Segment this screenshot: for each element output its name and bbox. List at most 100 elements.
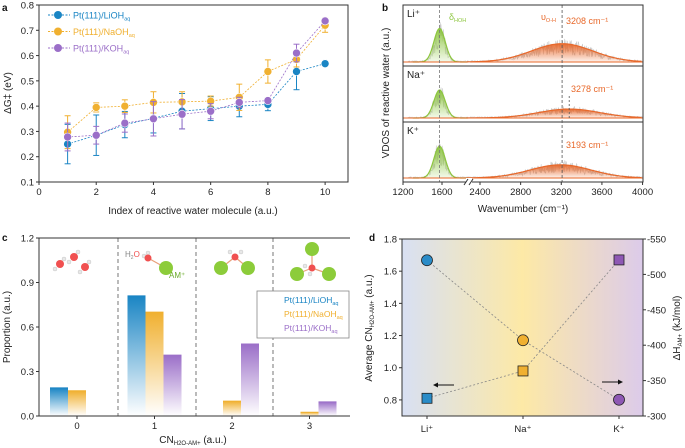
formula-sub: 2: [131, 255, 134, 261]
y-tick-label: 0.8: [21, 1, 34, 12]
vdos-subpanel-1: [403, 87, 643, 119]
data-point: [320, 16, 330, 26]
hydrogen-atom: [52, 266, 58, 272]
legend-entry-sub: aq: [123, 50, 129, 56]
axis-break-mark: [468, 178, 474, 186]
legend-entry-main: Pt(111)/NaOH: [284, 309, 337, 319]
legend-entry: Pt(111)/NaOHaq: [284, 309, 343, 321]
legend-entry-sub: aq: [337, 315, 343, 321]
panel-c-y-axis-label: Proportion (a.u.): [2, 291, 13, 363]
bar-aq-3: [318, 401, 337, 416]
water-formula-label: H2O: [125, 250, 140, 261]
panel-label-d: d: [369, 233, 375, 244]
legend-entry-main: Pt(111)/KOH: [284, 323, 331, 333]
legend-entry-sub: aq: [129, 33, 135, 39]
series-line-1: [67, 24, 326, 133]
series-line-2: [67, 20, 326, 138]
x-tick-label: 2: [229, 421, 234, 432]
data-point: [292, 48, 301, 58]
y-tick-label: 0.0: [21, 412, 34, 423]
oxygen-atom: [144, 254, 152, 262]
cn-marker-1: [517, 365, 529, 377]
y-tick-label: 0.3: [21, 367, 34, 378]
series-line-0: [67, 63, 326, 145]
y-tick-label: 0.5: [21, 76, 34, 87]
oxygen-atom: [81, 263, 89, 271]
bar-aq-3: [300, 412, 319, 416]
legend-entry-sub: aq: [124, 17, 130, 23]
hydrogen-atom: [145, 250, 151, 256]
hydrogen-atom: [77, 269, 83, 275]
peak-position-label: 3193 cm⁻¹: [566, 140, 608, 150]
bend-peak-fill: [412, 146, 468, 178]
legend-entry-main: Pt(111)/LiOH: [73, 11, 124, 21]
data-point: [263, 67, 273, 76]
bar-aq-2: [223, 401, 241, 416]
cation-atom: [322, 267, 336, 281]
bar-aq-2: [241, 344, 259, 416]
bend-peak-fill: [412, 28, 468, 63]
panel-a-x-axis-label: Index of reactive water molecule (a.u.): [108, 206, 278, 217]
y-tick-label: 0.1: [21, 178, 34, 189]
enthalpy-marker-0: [421, 254, 433, 267]
cation-label: AM⁺: [169, 271, 185, 280]
cation-label: Li⁺: [407, 9, 420, 20]
cation-label: K⁺: [407, 126, 419, 137]
legend-entry-main: Pt(111)/LiOH: [284, 295, 332, 305]
hydrogen-atom: [238, 249, 244, 255]
cn-marker-0: [421, 392, 433, 404]
oxygen-atom: [231, 253, 239, 261]
x-tick-label: 1200: [392, 187, 413, 198]
stretch-peak-fill: [466, 109, 643, 118]
x-tick-label: 0: [74, 421, 79, 432]
y-tick-label: 0.9: [21, 278, 34, 289]
data-point: [120, 118, 130, 128]
left-tick-label: 0.8: [384, 395, 397, 406]
legend-entry: Pt(111)/KOHaq: [284, 323, 338, 335]
stretch-mode-label-sub: O-H: [546, 18, 556, 24]
y-tick-label: 0.6: [21, 51, 34, 62]
bar-aq-0: [50, 387, 68, 416]
formula-h: H: [125, 250, 131, 259]
oxygen-atom: [308, 264, 316, 272]
y-tick-label: 0.4: [21, 102, 34, 113]
x-tick-label: 2800: [510, 187, 531, 198]
bend-mode-label-sub: HOH: [454, 18, 466, 24]
vdos-subpanel-2: [403, 138, 643, 179]
legend-marker: [54, 27, 62, 36]
legend-entry-sub: aq: [332, 301, 338, 307]
panel-c-x-axis-label: CNH2O-AM+ (a.u.): [159, 435, 226, 447]
cn-marker-2: [613, 254, 625, 266]
oxygen-atom: [56, 260, 64, 268]
cation-atom: [241, 261, 255, 275]
x-tick-label: 3: [307, 421, 312, 432]
x-tick-label: 6: [208, 187, 213, 198]
x-tick-label: 3200: [551, 187, 572, 198]
panel-label-c: c: [2, 233, 8, 244]
legend-entry-sub: aq: [331, 329, 337, 335]
data-point: [263, 96, 273, 105]
right-tick-label: -350: [647, 376, 666, 387]
bar-aq-1: [163, 355, 182, 416]
right-arrow-head-icon: [618, 379, 623, 385]
series-connector-left: [426, 259, 620, 399]
enthalpy-marker-1: [517, 334, 529, 347]
y-tick-label: 0.6: [21, 323, 34, 334]
x-tick-label: 4: [151, 187, 156, 198]
x-tick-label: K⁺: [613, 424, 624, 435]
hydrogen-atom: [75, 249, 81, 255]
data-point: [234, 98, 244, 107]
panel-b-y-axis-label: VDOS of reactive water (a.u.): [381, 28, 392, 159]
hydrogen-atom: [86, 259, 92, 265]
panel-d-plot-area: [401, 238, 644, 417]
left-tick-label: 1.4: [384, 299, 397, 310]
bar-aq-1: [127, 295, 146, 416]
x-tick-label: 8: [265, 187, 270, 198]
x-tick-label: 3600: [591, 187, 612, 198]
data-point: [91, 103, 101, 112]
legend-marker: [54, 44, 62, 52]
panel-a-line-chart: Index of reactive water molecule (a.u.) …: [3, 1, 349, 217]
cation-atom: [290, 267, 304, 281]
legend-entry: Pt(111)/KOHaq: [73, 44, 129, 56]
y-tick-label: 0.3: [21, 127, 34, 138]
